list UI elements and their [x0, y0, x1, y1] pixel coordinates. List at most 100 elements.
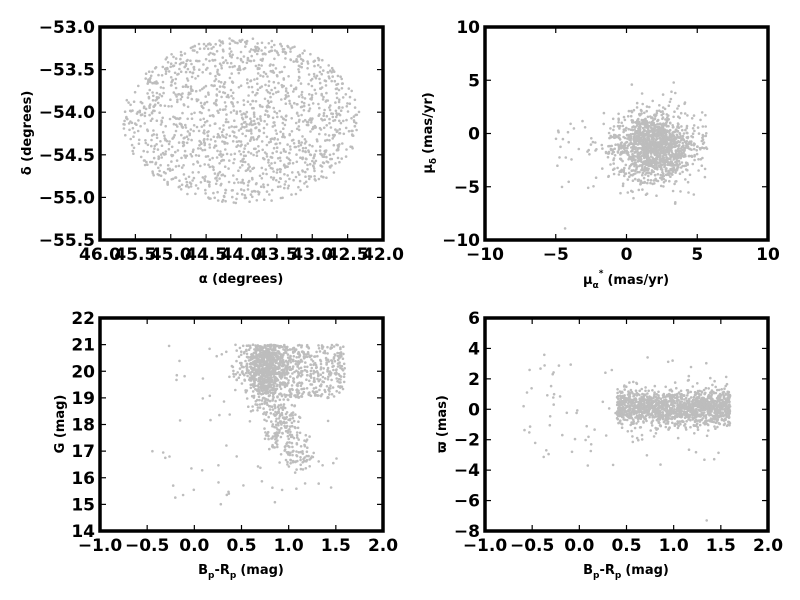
data-point — [612, 158, 615, 162]
data-point — [188, 132, 191, 135]
data-point — [297, 396, 301, 399]
data-point — [313, 394, 317, 397]
data-point — [284, 458, 288, 462]
data-point — [317, 347, 321, 350]
data-point — [334, 128, 337, 131]
data-point — [301, 135, 304, 138]
data-point — [234, 41, 237, 44]
data-point — [131, 149, 134, 153]
data-point — [319, 66, 322, 69]
data-point — [200, 104, 203, 108]
data-point — [308, 118, 311, 122]
data-point — [225, 118, 228, 121]
data-point — [679, 190, 682, 193]
data-point — [148, 106, 151, 109]
data-point — [286, 460, 289, 464]
data-point — [327, 64, 331, 67]
data-point — [604, 371, 607, 375]
data-point — [306, 446, 309, 450]
cmd-xlabel: Bp-Rp (mag) — [198, 563, 284, 581]
data-point — [220, 66, 223, 70]
data-point — [258, 174, 262, 178]
data-point — [143, 114, 147, 118]
data-point — [265, 106, 269, 109]
data-point — [665, 141, 669, 144]
data-point — [632, 142, 635, 146]
data-point — [643, 156, 646, 160]
data-point — [186, 96, 190, 99]
data-point — [215, 93, 218, 96]
data-point — [159, 174, 163, 178]
data-point — [264, 434, 268, 437]
data-point — [314, 126, 317, 129]
data-point — [631, 121, 635, 124]
data-point — [625, 134, 629, 137]
data-point — [218, 85, 222, 88]
data-point — [168, 117, 172, 121]
data-point — [254, 346, 258, 349]
data-point — [212, 191, 215, 195]
data-point — [315, 74, 319, 78]
data-point — [236, 101, 239, 104]
data-point — [279, 42, 282, 46]
data-point — [308, 143, 312, 147]
data-point — [261, 75, 265, 78]
data-point — [216, 149, 219, 153]
data-point — [685, 144, 688, 147]
data-point — [267, 415, 271, 419]
data-point — [322, 126, 326, 130]
data-point — [234, 373, 238, 376]
data-point — [323, 351, 327, 355]
data-point — [643, 169, 646, 173]
data-point — [692, 124, 696, 127]
data-point — [691, 127, 695, 130]
data-point — [216, 70, 219, 74]
data-point — [291, 416, 295, 420]
data-point — [204, 95, 207, 98]
data-point — [342, 362, 346, 366]
data-point — [228, 47, 232, 50]
data-point — [285, 415, 289, 419]
data-point — [675, 133, 679, 137]
data-point — [124, 133, 127, 137]
data-point — [330, 66, 334, 70]
data-point — [227, 490, 230, 494]
data-point — [310, 358, 313, 361]
data-point — [245, 123, 248, 126]
data-point — [226, 93, 230, 97]
data-point — [203, 177, 206, 181]
data-point — [242, 484, 245, 487]
data-point — [276, 405, 280, 409]
data-point — [668, 128, 672, 132]
data-point — [677, 149, 680, 152]
data-point — [253, 368, 256, 371]
data-point — [216, 68, 219, 72]
data-point — [624, 146, 627, 150]
data-point — [128, 128, 131, 132]
data-point — [609, 136, 613, 139]
data-point — [312, 451, 316, 455]
data-point — [270, 49, 274, 52]
data-point — [271, 395, 275, 398]
data-point — [296, 363, 300, 367]
data-point — [182, 141, 186, 144]
data-point — [249, 365, 252, 369]
data-point — [633, 169, 637, 172]
data-point — [671, 173, 674, 176]
data-point — [654, 177, 657, 181]
data-point — [255, 370, 259, 374]
data-point — [250, 176, 254, 180]
data-point — [225, 493, 229, 497]
data-point — [284, 87, 288, 90]
data-point — [297, 391, 301, 395]
data-point — [688, 173, 692, 177]
data-point — [325, 99, 328, 102]
data-point — [218, 162, 221, 165]
data-point — [283, 163, 286, 166]
data-point — [612, 128, 615, 132]
data-point — [646, 126, 650, 129]
data-point — [225, 152, 229, 156]
data-point — [698, 423, 702, 427]
data-point — [249, 358, 252, 362]
data-point — [632, 145, 636, 148]
